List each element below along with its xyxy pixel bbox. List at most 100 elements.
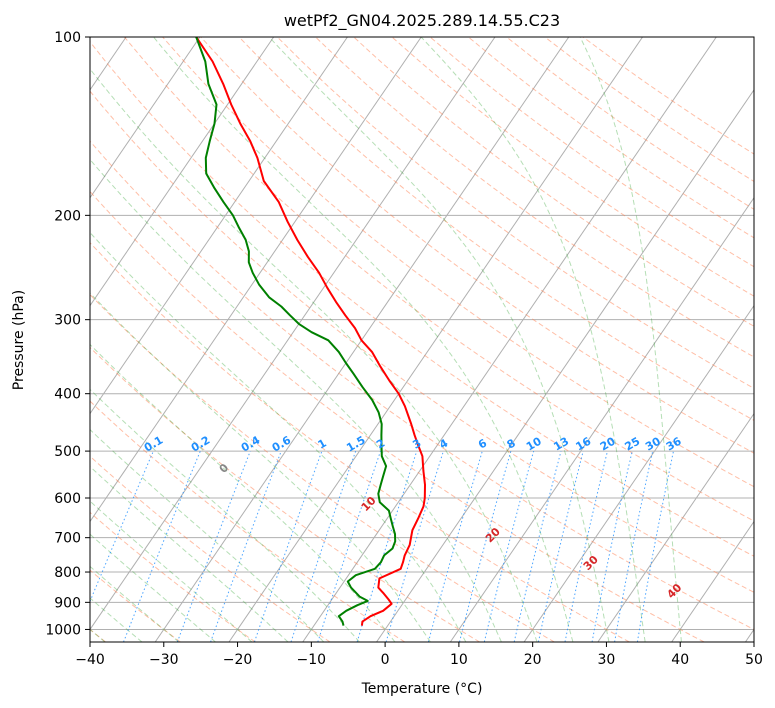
mixing-ratio-line <box>385 450 444 642</box>
y-tick-label: 200 <box>54 208 81 224</box>
moist-adiabat-lines <box>90 37 682 642</box>
isotherm-line <box>745 628 754 642</box>
moist-adiabat-line <box>90 343 396 642</box>
mixing-ratio-line <box>483 450 535 642</box>
dry-adiabat-line <box>90 346 480 642</box>
moist-adiabat-line <box>90 500 253 642</box>
isotherm-lines <box>90 37 754 642</box>
x-tick-label: −30 <box>149 652 179 668</box>
isotherm-line <box>90 37 201 199</box>
mixing-ratio-line <box>254 450 323 642</box>
dry-adiabat-line <box>90 190 705 642</box>
dry-adiabat-line <box>90 569 181 642</box>
moist-adiabat-line <box>153 37 574 642</box>
x-tick-label: 20 <box>524 652 542 668</box>
mixing-ratio-line <box>427 450 483 642</box>
y-axis-label: Pressure (hPa) <box>11 290 27 390</box>
moist-adiabat-line <box>90 292 431 642</box>
mixing-ratio-line <box>210 450 282 642</box>
mixing-ratio-line <box>123 450 201 642</box>
moist-adiabat-line <box>90 231 467 642</box>
moist-adiabat-line <box>90 465 289 642</box>
moist-adiabat-line <box>90 565 180 642</box>
moist-adiabat-line <box>90 388 360 642</box>
dry-adiabat-line <box>90 40 754 557</box>
mixing-ratio-label: 6 <box>476 436 489 451</box>
dry-adiabat-line <box>90 400 406 642</box>
dry-adiabat-line <box>467 37 754 239</box>
profile-lines <box>195 37 426 626</box>
dry-adiabat-line <box>506 37 754 210</box>
x-tick-label: 30 <box>598 652 616 668</box>
isotherm-line <box>90 37 496 631</box>
dry-adiabat-line <box>90 293 555 642</box>
dry-adiabat-line <box>90 242 630 642</box>
dry-adiabat-line <box>315 37 754 358</box>
y-tick-label: 300 <box>54 313 81 329</box>
dry-adiabat-line <box>200 37 754 454</box>
mixing-ratio-label: 3 <box>410 437 423 452</box>
isobar-lines <box>90 37 754 630</box>
x-axis: −40 −30 −20 −10 0 10 20 30 40 50 <box>75 642 763 668</box>
moist-adiabat-line <box>268 37 610 642</box>
isotherm-line <box>228 37 643 642</box>
mixing-ratio-line <box>513 450 562 642</box>
isotherm-line <box>523 304 754 642</box>
y-tick-label: 1000 <box>45 622 81 638</box>
y-tick-label: 600 <box>54 491 81 507</box>
y-tick-label: 700 <box>54 531 81 547</box>
plot-frame <box>89 36 755 643</box>
dry-adiabat-line <box>90 455 331 642</box>
isotherm-line <box>90 37 422 523</box>
dry-adiabat-line <box>238 37 754 421</box>
moist-adiabat-line <box>90 68 538 642</box>
y-tick-label: 100 <box>54 30 81 46</box>
mixing-ratio-line <box>537 450 584 642</box>
isotherm-line <box>449 196 754 642</box>
isotherm-line <box>597 412 754 642</box>
dry-adiabat-line <box>124 37 754 522</box>
mixing-ratio-line <box>614 450 654 642</box>
line-labels: 0.1 0.2 0.4 0.6 1 1.5 2 3 4 6 8 10 13 16 20 25 30 3601020… <box>142 433 685 601</box>
isotherm-line <box>90 37 348 415</box>
y-tick-label: 500 <box>54 444 81 460</box>
dry-adiabat-line <box>276 37 754 389</box>
y-tick-label: 400 <box>54 387 81 403</box>
dry-adiabat-line <box>162 37 754 488</box>
mixing-ratio-line <box>591 450 633 642</box>
x-tick-label: −20 <box>223 652 253 668</box>
y-axis: 100 200 300 400 500 600 700 800 900 1000 <box>45 30 90 638</box>
x-tick-label: 50 <box>745 652 763 668</box>
x-axis-label: Temperature (°C) <box>361 681 483 697</box>
isotherm-line <box>376 88 754 642</box>
mixing-ratio-lines <box>90 450 674 642</box>
mixing-ratio-line <box>564 450 608 642</box>
mixing-ratio-line <box>459 450 512 642</box>
moist-adiabat-line <box>420 37 646 642</box>
mixing-ratio-line <box>290 450 357 642</box>
x-tick-label: −40 <box>75 652 105 668</box>
moist-adiabat-line <box>90 158 502 642</box>
dewpoint-profile-line <box>195 37 397 626</box>
moist-adiabat-line <box>90 428 325 642</box>
mixing-ratio-line <box>356 450 418 642</box>
y-tick-label: 900 <box>54 595 81 611</box>
dry-adiabat-line <box>90 140 754 630</box>
mixing-ratio-label: 4 <box>437 436 450 451</box>
chart-title: wetPf2_GN04.2025.289.14.55.C23 <box>284 11 560 31</box>
dry-adiabat-line <box>582 37 754 155</box>
mixing-ratio-label: 1 <box>316 437 329 452</box>
isotherm-line <box>671 520 754 642</box>
mixing-ratio-line <box>317 450 381 642</box>
x-tick-label: 10 <box>450 652 468 668</box>
moist-adiabat-label: 30 <box>581 553 601 573</box>
moist-adiabat-line <box>90 597 143 642</box>
dry-adiabat-lines <box>90 37 754 642</box>
mixing-ratio-line <box>176 450 251 642</box>
moist-adiabat-label: 20 <box>483 525 503 545</box>
moist-adiabat-label: 40 <box>664 581 684 601</box>
mixing-ratio-line <box>90 450 154 603</box>
x-tick-label: 0 <box>381 652 390 668</box>
x-tick-label: −10 <box>297 652 327 668</box>
